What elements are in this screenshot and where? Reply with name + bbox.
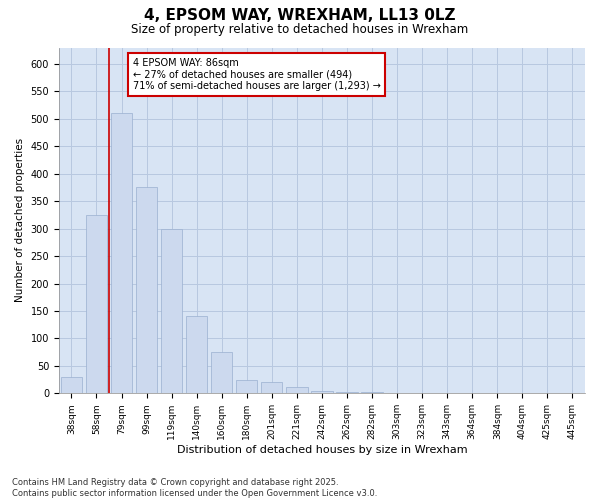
Bar bbox=[86, 215, 107, 394]
Text: Contains HM Land Registry data © Crown copyright and database right 2025.
Contai: Contains HM Land Registry data © Crown c… bbox=[12, 478, 377, 498]
Y-axis label: Number of detached properties: Number of detached properties bbox=[15, 138, 25, 302]
Bar bbox=[61, 377, 82, 394]
Bar bbox=[261, 382, 283, 394]
Text: Size of property relative to detached houses in Wrexham: Size of property relative to detached ho… bbox=[131, 22, 469, 36]
Bar bbox=[111, 114, 132, 394]
Bar bbox=[562, 393, 583, 394]
Text: 4, EPSOM WAY, WREXHAM, LL13 0LZ: 4, EPSOM WAY, WREXHAM, LL13 0LZ bbox=[144, 8, 456, 22]
Bar bbox=[136, 188, 157, 394]
Bar bbox=[412, 393, 433, 394]
Bar bbox=[236, 380, 257, 394]
Bar bbox=[361, 392, 383, 394]
Bar bbox=[186, 316, 208, 394]
Bar bbox=[286, 387, 308, 394]
X-axis label: Distribution of detached houses by size in Wrexham: Distribution of detached houses by size … bbox=[176, 445, 467, 455]
Bar bbox=[386, 393, 408, 394]
Text: 4 EPSOM WAY: 86sqm
← 27% of detached houses are smaller (494)
71% of semi-detach: 4 EPSOM WAY: 86sqm ← 27% of detached hou… bbox=[133, 58, 380, 91]
Bar bbox=[337, 392, 358, 394]
Bar bbox=[161, 228, 182, 394]
Bar bbox=[211, 352, 232, 394]
Bar bbox=[311, 390, 332, 394]
Bar bbox=[437, 393, 458, 394]
